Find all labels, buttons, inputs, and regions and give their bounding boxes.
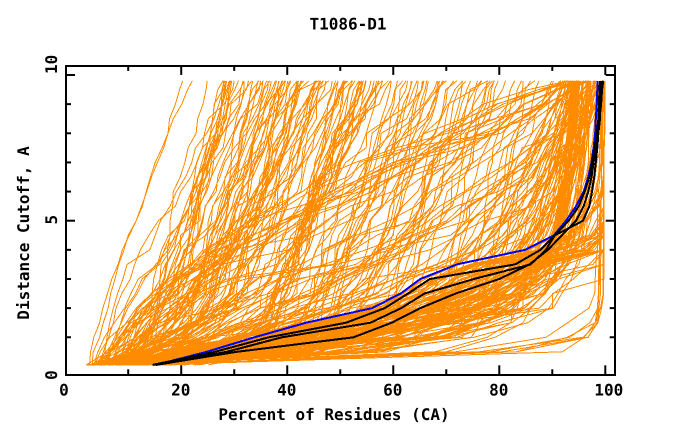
curve [117,80,425,366]
tick-labels-layer: 0 20 40 60 80 100 0 5 10 [42,55,623,400]
curves-layer [86,80,606,366]
y-axis-title: Distance Cutoff, A [14,146,33,320]
curve [121,80,564,366]
curve [121,80,554,366]
reference-curve [155,80,599,366]
curve [126,80,225,366]
curve [118,80,491,366]
curve [93,80,264,366]
curve [154,80,604,366]
curve [140,80,379,366]
x-tick-label: 20 [171,381,190,400]
curve [135,80,572,366]
x-tick-label: 40 [277,381,296,400]
curve [131,80,429,366]
axes [65,65,616,376]
x-tick-label: 80 [489,381,508,400]
curve [112,80,579,365]
curve [89,80,193,365]
curve [151,80,578,366]
curve [95,80,224,366]
curve [143,80,262,366]
curve [132,80,488,366]
curve [143,80,327,366]
curve [158,80,591,366]
curve [156,80,595,366]
curve [119,80,463,366]
curve [118,80,228,366]
curve [133,80,604,366]
curve [127,80,586,366]
curve [139,80,384,366]
curve [168,80,605,366]
curve [103,80,245,366]
curve [88,80,333,366]
curve [117,80,324,366]
x-tick-label: 60 [383,381,402,400]
curve [158,80,566,366]
curve [127,80,249,366]
curve [152,80,601,366]
curve [99,80,383,366]
curve [131,80,269,366]
curve [106,80,572,366]
curve [126,80,569,366]
curve [95,80,282,366]
curve [155,80,599,366]
curve [118,80,367,366]
y-tick-label: 0 [42,370,61,380]
curve [114,80,604,366]
plot-title: T1086-D1 [309,15,386,34]
curve [146,80,280,366]
x-tick-label: 0 [59,381,69,400]
model-curves [86,80,606,366]
curve [96,80,577,366]
highlighted-curves [152,80,605,366]
curve [134,80,493,366]
curve [97,80,605,366]
curve [122,80,321,366]
curve [119,80,590,366]
curve [155,80,589,366]
curve [112,80,362,366]
curve [93,80,360,366]
curve [129,80,584,366]
curve [155,80,590,366]
curve [92,80,444,366]
y-tick-label: 5 [42,215,61,225]
curve [145,80,226,366]
curve [112,80,298,366]
curve [153,80,604,366]
x-tick-label: 100 [594,381,623,400]
curve [115,80,582,366]
y-tick-label: 10 [42,55,61,74]
curve [154,80,605,366]
curve [120,80,489,366]
curve [110,80,578,366]
curve [117,80,233,366]
curve [98,80,245,366]
curve [162,80,604,366]
curve [124,80,591,366]
curve [155,80,571,366]
curve [119,80,277,366]
curve [105,80,458,366]
x-axis-title: Percent of Residues (CA) [218,405,449,424]
axes-layer [65,65,616,376]
curve [89,80,409,366]
curve [99,80,418,366]
